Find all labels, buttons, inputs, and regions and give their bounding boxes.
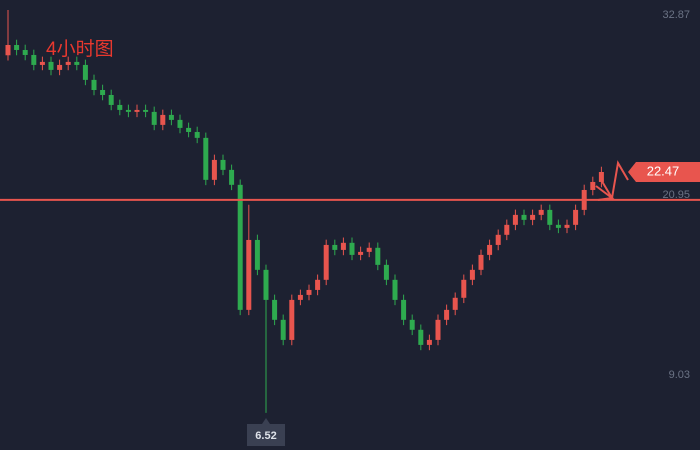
candle-body: [14, 45, 20, 50]
candle-body: [91, 79, 97, 90]
candle-body: [538, 209, 544, 215]
candle-body: [246, 239, 252, 310]
candle-body: [418, 329, 424, 345]
candle-body: [203, 137, 209, 180]
candle-body: [211, 159, 217, 180]
candle-body: [487, 244, 493, 255]
candle-body: [108, 94, 114, 105]
candle-body: [366, 247, 372, 252]
candle-body: [100, 90, 106, 95]
candle-body: [22, 49, 28, 55]
candle-body: [444, 309, 450, 320]
candle-body: [461, 279, 467, 298]
last-price-label: 22.47: [647, 163, 680, 178]
candle-body: [82, 64, 88, 80]
candle-body: [229, 169, 235, 185]
candle-body: [289, 299, 295, 340]
candle-body: [186, 127, 192, 132]
candle-body: [151, 111, 157, 125]
candle-body: [426, 339, 432, 345]
candle-body: [590, 181, 596, 190]
candle-body: [48, 61, 54, 70]
min-price-label: 6.52: [255, 430, 276, 442]
candle-body: [5, 45, 11, 56]
candle-body: [177, 119, 183, 128]
candle-body: [512, 214, 518, 225]
candle-body: [297, 294, 303, 300]
candle-body: [452, 297, 458, 310]
chart-title: 4小时图: [46, 38, 114, 60]
candle-body: [117, 104, 123, 110]
candle-body: [598, 171, 604, 182]
y-tick-label: 32.87: [662, 9, 690, 21]
candle-body: [340, 242, 346, 250]
candle-body: [478, 254, 484, 270]
candle-body: [39, 61, 45, 65]
candle-body: [495, 234, 501, 245]
candle-body: [573, 209, 579, 225]
candle-body: [57, 64, 63, 70]
y-tick-label: 9.03: [669, 369, 690, 381]
candle-body: [315, 279, 321, 290]
candle-body: [31, 54, 37, 65]
candle-body: [306, 289, 312, 295]
candle-body: [392, 279, 398, 300]
arrow: [599, 160, 629, 201]
candle-body: [358, 251, 364, 255]
candle-body: [168, 114, 174, 120]
candle-body: [220, 159, 226, 170]
candle-body: [375, 247, 381, 265]
candle-body: [237, 184, 243, 310]
candle-body: [74, 61, 80, 65]
candle-body: [263, 269, 269, 300]
candle-body: [564, 224, 570, 228]
y-tick-label: 20.95: [662, 189, 690, 201]
candle-body: [254, 239, 260, 270]
price-tag: [628, 161, 700, 182]
candle-body: [65, 61, 71, 65]
candle-body: [547, 209, 553, 225]
candle-body: [134, 109, 140, 112]
candle-body: [530, 214, 536, 220]
candle-body: [401, 299, 407, 320]
candle-body: [280, 319, 286, 340]
candle-body: [332, 244, 338, 250]
candle-body: [160, 114, 166, 125]
candle-body: [143, 109, 149, 112]
candle-body: [555, 224, 561, 228]
candle-body: [504, 224, 510, 235]
candle-body: [383, 264, 389, 280]
candle-body: [323, 244, 329, 280]
candle-body: [521, 214, 527, 220]
candle-body: [125, 109, 131, 112]
candle-body: [194, 131, 200, 138]
candle-body: [272, 299, 278, 320]
candle-body: [409, 319, 415, 330]
min-tag: [247, 418, 285, 446]
candle-body: [435, 319, 441, 340]
candle-body: [349, 242, 355, 255]
candle-body: [469, 269, 475, 280]
